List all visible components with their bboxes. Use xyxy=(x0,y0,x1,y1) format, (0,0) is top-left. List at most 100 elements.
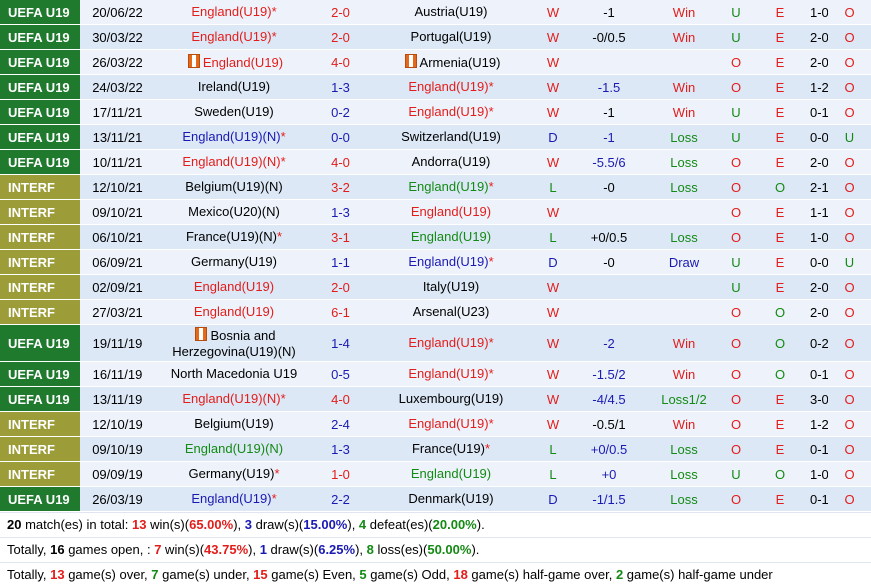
full-time-score[interactable]: 1-0 xyxy=(313,461,368,487)
home-team[interactable]: England(U19)* xyxy=(155,0,313,25)
away-team[interactable]: Austria(U19) xyxy=(368,0,534,25)
home-team-link[interactable]: Germany(U19) xyxy=(191,254,277,270)
away-team-name[interactable]: Arsenal(U23) xyxy=(412,304,490,320)
home-team-link[interactable]: Bosnia and Herzegovina(U19)(N) xyxy=(159,326,309,360)
home-team[interactable]: Mexico(U20)(N) xyxy=(155,199,313,225)
away-team[interactable]: England(U19)* xyxy=(368,74,534,100)
full-time-score[interactable]: 0-2 xyxy=(313,99,368,125)
away-team[interactable]: England(U19)* xyxy=(368,99,534,125)
home-team-link[interactable]: Belgium(U19)(N) xyxy=(185,179,283,195)
away-team-link[interactable]: Italy(U19) xyxy=(423,279,479,295)
away-team-name[interactable]: England(U19) xyxy=(408,104,489,120)
away-team[interactable]: Switzerland(U19) xyxy=(368,124,534,150)
league-cell[interactable]: UEFA U19 xyxy=(0,124,80,150)
full-time-score[interactable]: 2-4 xyxy=(313,411,368,437)
home-team-name[interactable]: England(U19)(N) xyxy=(182,391,281,407)
full-time-score[interactable]: 4-0 xyxy=(313,149,368,175)
away-team[interactable]: England(U19) xyxy=(368,224,534,250)
away-team-name[interactable]: Denmark(U19) xyxy=(408,491,494,507)
home-team[interactable]: Belgium(U19)(N) xyxy=(155,174,313,200)
league-cell[interactable]: UEFA U19 xyxy=(0,74,80,100)
full-time-score[interactable]: 0-0 xyxy=(313,124,368,150)
home-team[interactable]: England(U19)(N)* xyxy=(155,386,313,412)
home-team-link[interactable]: England(U19)(N) xyxy=(185,441,283,457)
away-team[interactable]: England(U19)* xyxy=(368,249,534,275)
full-time-score[interactable]: 2-0 xyxy=(313,24,368,50)
away-team[interactable]: England(U19)* xyxy=(368,174,534,200)
home-team[interactable]: Germany(U19) xyxy=(155,249,313,275)
away-team-name[interactable]: England(U19) xyxy=(408,79,489,95)
home-team[interactable]: North Macedonia U19 xyxy=(155,361,313,387)
home-team-name[interactable]: England(U19) xyxy=(191,29,272,45)
away-team-name[interactable]: Italy(U19) xyxy=(422,279,480,295)
home-team-link[interactable]: England(U19)* xyxy=(191,29,276,45)
full-time-score[interactable]: 1-4 xyxy=(313,324,368,362)
league-cell[interactable]: UEFA U19 xyxy=(0,324,80,362)
away-team-link[interactable]: Luxembourg(U19) xyxy=(399,391,504,407)
home-team-link[interactable]: Germany(U19)* xyxy=(188,466,279,482)
home-team-link[interactable]: England(U19)(N)* xyxy=(182,154,285,170)
away-team-name[interactable]: England(U19) xyxy=(408,179,489,195)
away-team[interactable]: Italy(U19) xyxy=(368,274,534,300)
home-team[interactable]: England(U19)(N)* xyxy=(155,124,313,150)
home-team-name[interactable]: Belgium(U19) xyxy=(194,416,274,432)
full-time-score[interactable]: 2-0 xyxy=(313,274,368,300)
league-cell[interactable]: UEFA U19 xyxy=(0,49,80,75)
full-time-score[interactable]: 6-1 xyxy=(313,299,368,325)
home-team-name[interactable]: Germany(U19) xyxy=(191,254,277,270)
full-time-score[interactable]: 1-1 xyxy=(313,249,368,275)
home-team-name[interactable]: England(U19) xyxy=(193,304,275,320)
home-team[interactable]: Bosnia and Herzegovina(U19)(N) xyxy=(155,324,313,362)
away-team-name[interactable]: England(U19) xyxy=(410,204,492,220)
full-time-score[interactable]: 1-3 xyxy=(313,74,368,100)
full-time-score[interactable]: 0-5 xyxy=(313,361,368,387)
away-team-link[interactable]: England(U19)* xyxy=(408,104,493,120)
home-team-link[interactable]: North Macedonia U19 xyxy=(171,366,297,382)
away-team-link[interactable]: Denmark(U19) xyxy=(408,491,493,507)
away-team-link[interactable]: Andorra(U19) xyxy=(412,154,491,170)
away-team-name[interactable]: England(U19) xyxy=(408,416,489,432)
away-team-link[interactable]: Armenia(U19) xyxy=(402,53,501,71)
away-team[interactable]: England(U19) xyxy=(368,199,534,225)
home-team-name[interactable]: Ireland(U19) xyxy=(197,79,271,95)
league-cell[interactable]: INTERF xyxy=(0,411,80,437)
league-cell[interactable]: INTERF xyxy=(0,224,80,250)
away-team[interactable]: England(U19)* xyxy=(368,361,534,387)
home-team-name[interactable]: England(U19) xyxy=(202,54,284,70)
home-team-link[interactable]: England(U19)(N)* xyxy=(182,391,285,407)
league-cell[interactable]: UEFA U19 xyxy=(0,386,80,412)
league-cell[interactable]: UEFA U19 xyxy=(0,149,80,175)
away-team-link[interactable]: France(U19)* xyxy=(412,441,490,457)
full-time-score[interactable]: 2-2 xyxy=(313,486,368,512)
home-team[interactable]: Sweden(U19) xyxy=(155,99,313,125)
away-team[interactable]: Denmark(U19) xyxy=(368,486,534,512)
home-team[interactable]: England(U19)(N)* xyxy=(155,149,313,175)
home-team[interactable]: England(U19)* xyxy=(155,486,313,512)
away-team-link[interactable]: England(U19)* xyxy=(408,254,493,270)
home-team-link[interactable]: England(U19)* xyxy=(191,4,276,20)
away-team[interactable]: Luxembourg(U19) xyxy=(368,386,534,412)
home-team-link[interactable]: Belgium(U19) xyxy=(194,416,273,432)
league-cell[interactable]: INTERF xyxy=(0,174,80,200)
away-team-link[interactable]: England(U19)* xyxy=(408,416,493,432)
away-team[interactable]: England(U19)* xyxy=(368,324,534,362)
away-team-name[interactable]: Luxembourg(U19) xyxy=(398,391,504,407)
home-team-name[interactable]: England(U19) xyxy=(193,279,275,295)
league-cell[interactable]: UEFA U19 xyxy=(0,99,80,125)
home-team-name[interactable]: England(U19)(N) xyxy=(182,154,281,170)
home-team-name[interactable]: England(U19) xyxy=(191,4,272,20)
away-team-name[interactable]: England(U19) xyxy=(410,229,492,245)
away-team-name[interactable]: Switzerland(U19) xyxy=(401,129,501,145)
league-cell[interactable]: UEFA U19 xyxy=(0,24,80,50)
away-team[interactable]: England(U19) xyxy=(368,461,534,487)
full-time-score[interactable]: 2-0 xyxy=(313,0,368,25)
away-team-name[interactable]: Andorra(U19) xyxy=(411,154,491,170)
home-team-name[interactable]: Belgium(U19)(N) xyxy=(185,179,283,195)
home-team[interactable]: England(U19)* xyxy=(155,24,313,50)
home-team[interactable]: England(U19)(N) xyxy=(155,436,313,462)
league-cell[interactable]: INTERF xyxy=(0,249,80,275)
home-team-name[interactable]: Germany(U19) xyxy=(188,466,275,482)
away-team-name[interactable]: Armenia(U19) xyxy=(419,54,501,70)
home-team-name[interactable]: Bosnia and Herzegovina(U19)(N) xyxy=(172,327,296,359)
full-time-score[interactable]: 1-3 xyxy=(313,199,368,225)
